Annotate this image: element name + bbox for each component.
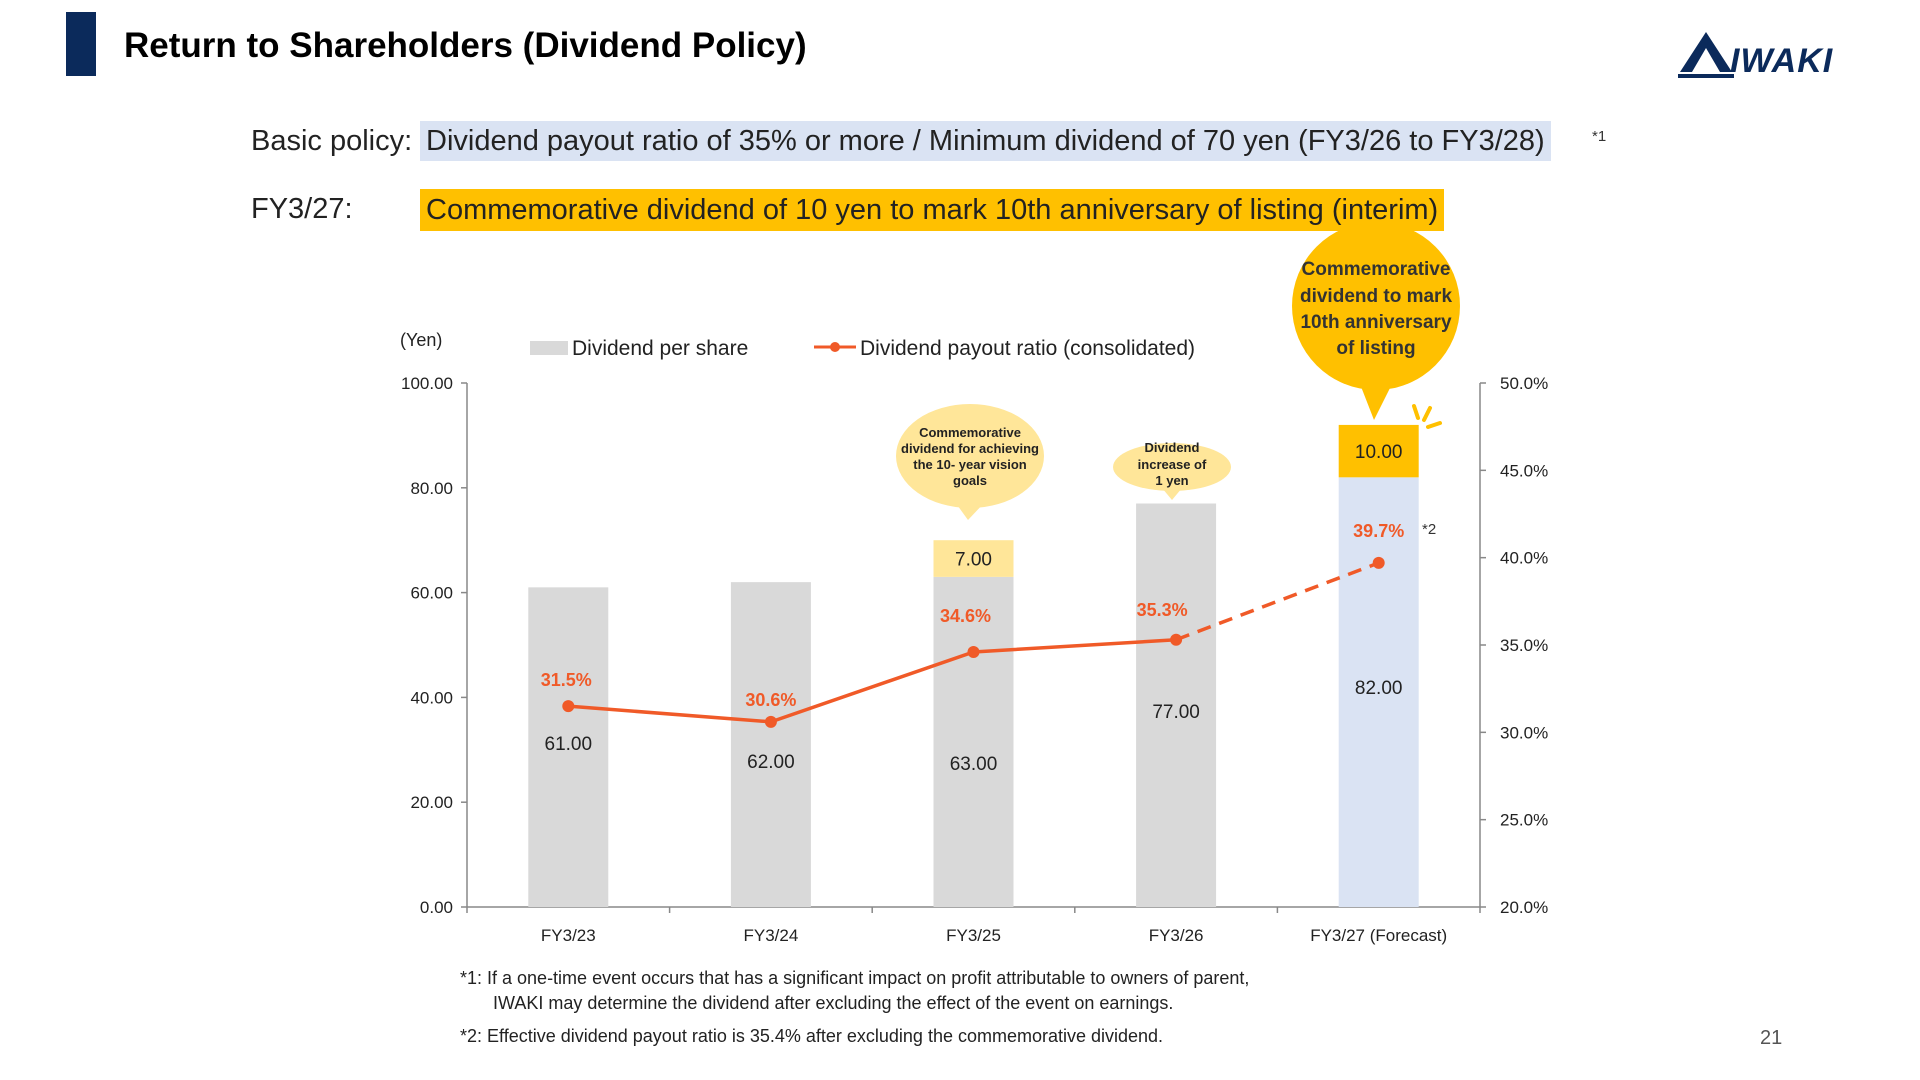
y-tick-label-left: 100.00	[401, 374, 453, 393]
x-tick-label: FY3/23	[541, 926, 596, 945]
fy25-bubble-line4: goals	[953, 473, 987, 488]
logo-text: IWAKI	[1730, 42, 1834, 80]
bar-label-commemorative: 7.00	[955, 550, 992, 571]
y-tick-label-right: 25.0%	[1500, 811, 1548, 830]
y-tick-label-left: 60.00	[410, 584, 453, 603]
legend-bar-label: Dividend per share	[572, 337, 748, 360]
page-number: 21	[1760, 1027, 1783, 1049]
y-tick-label-right: 50.0%	[1500, 374, 1548, 393]
y-tick-label-left: 40.00	[410, 688, 453, 707]
iwaki-logo-icon	[1678, 32, 1734, 78]
payout-line	[568, 638, 1177, 724]
y-tick-label-right: 45.0%	[1500, 461, 1548, 480]
bar-label-dividend: 61.00	[545, 734, 593, 755]
bar-dividend	[730, 582, 811, 907]
footnote-2: *2: Effective dividend payout ratio is 3…	[460, 1026, 1164, 1046]
title-accent-bar	[66, 12, 96, 76]
fy26-bubble-line2: increase of	[1138, 457, 1207, 472]
fy27-bubble-line1: Commemorative	[1302, 259, 1451, 280]
fy27-bubble-line3: 10th anniversary	[1300, 312, 1451, 333]
payout-point	[1170, 633, 1183, 646]
fy25-bubble-line2: dividend for achieving	[901, 441, 1039, 456]
bar-dividend	[1136, 503, 1217, 907]
y-tick-label-left: 0.00	[420, 898, 453, 917]
footnote-1-line2: IWAKI may determine the dividend after e…	[493, 993, 1174, 1013]
payout-point	[967, 645, 980, 658]
bar-dividend	[933, 576, 1014, 907]
payout-label: 35.3%	[1137, 600, 1188, 620]
payout-line-forecast	[1175, 561, 1380, 642]
payout-label: 34.6%	[940, 606, 991, 626]
bar-dividend	[1338, 477, 1419, 907]
fy26-bubble: Dividend increase of 1 yen	[1113, 440, 1231, 500]
basic-policy-note: *1	[1592, 128, 1607, 145]
payout-label: 39.7%	[1353, 521, 1404, 541]
x-tick-label: FY3/26	[1149, 926, 1204, 945]
fy26-bubble-line1: Dividend	[1145, 440, 1200, 455]
dividend-chart: (Yen) Dividend per share Dividend payout…	[400, 222, 1548, 945]
x-tick-label: FY3/25	[946, 926, 1001, 945]
fy27-label: FY3/27:	[251, 193, 353, 225]
sparkle-icon	[1412, 404, 1442, 429]
footnote-1-line1: *1: If a one-time event occurs that has …	[460, 968, 1250, 988]
payout-point	[1372, 556, 1385, 569]
y-tick-label-right: 30.0%	[1500, 723, 1548, 742]
basic-policy-label: Basic policy:	[251, 125, 413, 157]
legend-bar-swatch	[530, 341, 568, 355]
y-tick-label-right: 40.0%	[1500, 549, 1548, 568]
x-tick-label: FY3/27 (Forecast)	[1310, 926, 1447, 945]
x-tick-label: FY3/24	[743, 926, 798, 945]
fy25-bubble: Commemorative dividend for achieving the…	[896, 404, 1044, 520]
fy25-bubble-line1: Commemorative	[919, 425, 1021, 440]
bar-label-dividend: 62.00	[747, 752, 795, 773]
y-tick-label-left: 80.00	[410, 479, 453, 498]
bar-label-dividend: 82.00	[1355, 678, 1403, 699]
fy27-note-mark: *2	[1422, 521, 1436, 538]
legend-line-label: Dividend payout ratio (consolidated)	[860, 337, 1195, 360]
basic-policy-text: Dividend payout ratio of 35% or more / M…	[420, 121, 1551, 161]
fy27-bubble-line4: of listing	[1336, 338, 1415, 359]
y-unit-label: (Yen)	[400, 330, 442, 350]
bar-label-dividend: 63.00	[950, 754, 998, 775]
fy27-policy-text: Commemorative dividend of 10 yen to mark…	[420, 189, 1445, 231]
y-tick-label-left: 20.00	[410, 793, 453, 812]
bar-commemorative	[1338, 424, 1419, 478]
payout-point	[562, 700, 575, 713]
fy27-bubble: Commemorative dividend to mark 10th anni…	[1292, 222, 1460, 420]
fy25-bubble-line3: the 10- year vision	[913, 457, 1026, 472]
legend-line-marker	[830, 342, 840, 352]
page-title: Return to Shareholders (Dividend Policy)	[124, 26, 807, 65]
payout-point	[764, 715, 777, 728]
y-tick-label-right: 20.0%	[1500, 898, 1548, 917]
bar-label-commemorative: 10.00	[1355, 442, 1403, 463]
y-tick-label-right: 35.0%	[1500, 636, 1548, 655]
bar-dividend	[528, 587, 609, 907]
payout-label: 31.5%	[541, 670, 592, 690]
fy27-bubble-line2: dividend to mark	[1300, 286, 1452, 307]
payout-label: 30.6%	[745, 690, 796, 710]
fy26-bubble-line3: 1 yen	[1155, 473, 1188, 488]
bar-label-dividend: 77.00	[1152, 702, 1200, 723]
bar-commemorative	[933, 540, 1014, 577]
